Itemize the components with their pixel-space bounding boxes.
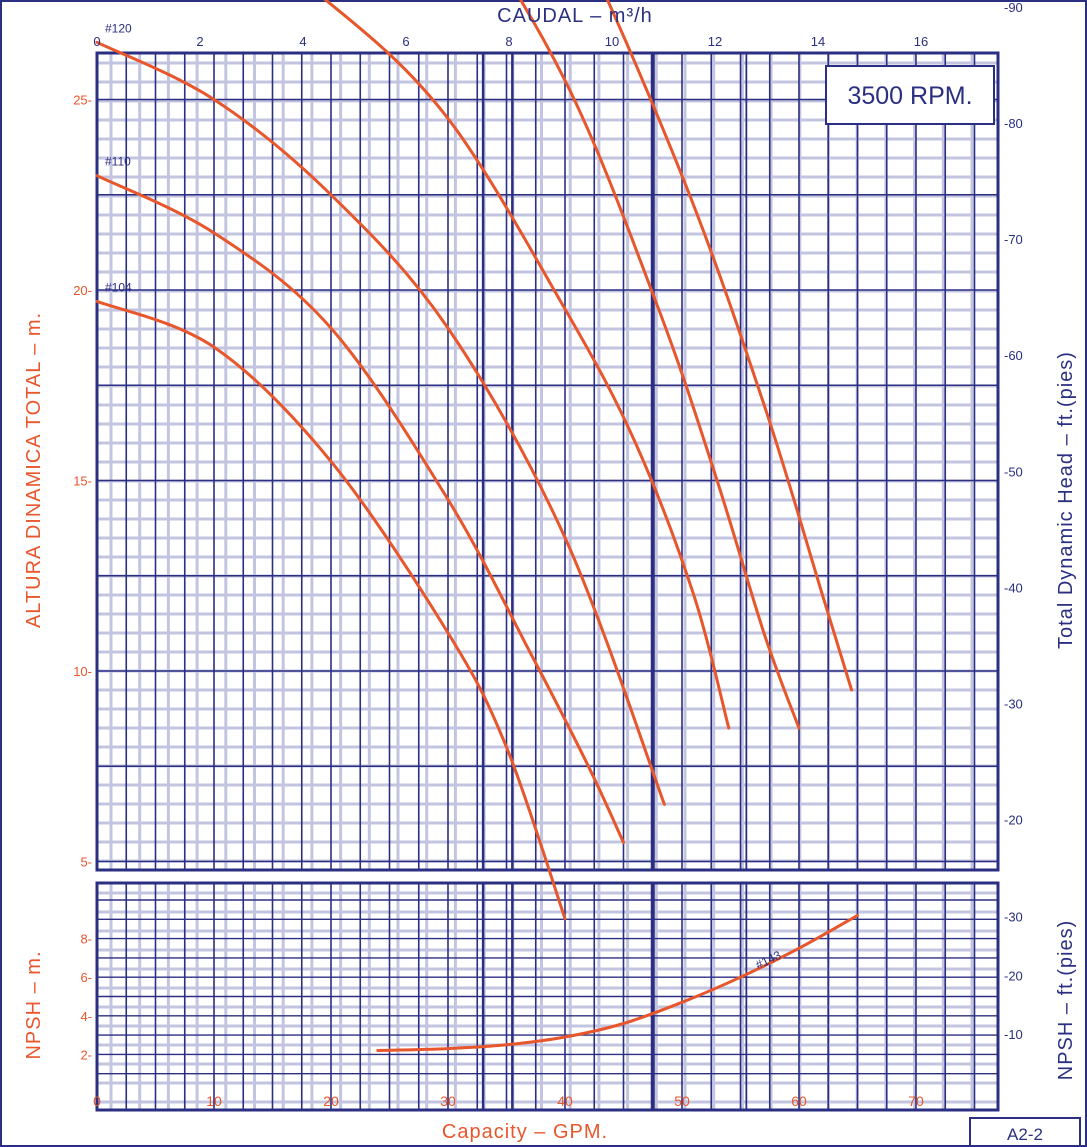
right-head-tick-label: -50: [1004, 464, 1023, 479]
head-curve-110: [95, 174, 625, 844]
right-head-tick-label: -70: [1004, 232, 1023, 247]
top-axis-title: CAUDAL – m³/h: [497, 5, 653, 27]
head-curve-104: [95, 299, 567, 921]
right-npsh-tick-label: -20: [1004, 968, 1023, 983]
right-head-tick-label: -80: [1004, 116, 1023, 131]
top-tick-label: 16: [914, 34, 928, 49]
top-tick-label: 0: [93, 34, 100, 49]
left-head-tick-label: 20-: [73, 283, 92, 298]
bottom-tick-label: 30: [440, 1093, 456, 1109]
grid-layer: [96, 53, 998, 1110]
left-head-tick-label: 15-: [73, 474, 92, 489]
left-head-tick-label: 10-: [73, 664, 92, 679]
curve-label-110: #110: [105, 155, 131, 169]
right-head-axis-title: Total Dynamic Head – ft.(pies): [1055, 351, 1077, 649]
top-tick-label: 6: [402, 34, 409, 49]
left-head-tick-label: 5-: [80, 855, 92, 870]
head-curve-140: [518, 0, 801, 730]
bottom-tick-label: 20: [323, 1093, 339, 1109]
curve-label-104: #104: [105, 280, 132, 294]
top-tick-label: 10: [605, 34, 619, 49]
head-curve-120: [95, 40, 666, 806]
head-curve-145: [605, 0, 854, 692]
top-tick-label: 4: [299, 34, 306, 49]
curve-label-120: #120: [105, 21, 132, 35]
npsh-panel-frame: [95, 881, 1000, 1112]
right-head-tick-label: -40: [1004, 580, 1023, 595]
bottom-tick-label: 70: [908, 1093, 924, 1109]
bottom-tick-label: 40: [557, 1093, 573, 1109]
bottom-tick-label: 50: [674, 1093, 690, 1109]
top-tick-label: 2: [196, 34, 203, 49]
left-npsh-tick-label: 6-: [80, 970, 92, 985]
left-head-tick-label: 25-: [73, 93, 92, 108]
rpm-badge-text: 3500 RPM.: [847, 82, 972, 110]
left-head-axis-title: ALTURA DINAMICA TOTAL – m.: [23, 312, 45, 628]
head-curve-127: [323, 0, 731, 730]
bottom-tick-label: 0: [93, 1093, 101, 1109]
right-npsh-axis-title: NPSH – ft.(pies): [1055, 920, 1077, 1080]
npsh-curve-143: [376, 913, 859, 1052]
top-tick-label: 8: [505, 34, 512, 49]
right-npsh-tick-label: -30: [1004, 910, 1023, 925]
left-npsh-tick-label: 4-: [80, 1009, 92, 1024]
left-npsh-tick-label: 8-: [80, 932, 92, 947]
bottom-axis-title: Capacity – GPM.: [442, 1121, 608, 1143]
sheet-id-text: A2-2: [1007, 1125, 1043, 1144]
right-head-tick-label: -20: [1004, 813, 1023, 828]
tick-layer: 024681012141601020304050607040-35-30-25-…: [73, 0, 1023, 1109]
top-tick-label: 12: [708, 34, 722, 49]
right-head-tick-label: -60: [1004, 348, 1023, 363]
rpm-badge: 3500 RPM.: [825, 65, 995, 125]
bottom-tick-label: 10: [206, 1093, 222, 1109]
top-tick-label: 14: [811, 34, 825, 49]
curve-layer: #145#140#127#120#110#104#143: [95, 0, 859, 1052]
left-npsh-tick-label: 2-: [80, 1047, 92, 1062]
sheet-id-box: A2-2: [969, 1117, 1081, 1147]
right-head-tick-label: -90: [1004, 0, 1023, 15]
head-panel-frame: [95, 51, 1000, 872]
left-npsh-axis-title: NPSH – m.: [23, 950, 45, 1059]
right-head-tick-label: -30: [1004, 697, 1023, 712]
right-npsh-tick-label: -10: [1004, 1027, 1023, 1042]
bottom-tick-label: 60: [791, 1093, 807, 1109]
